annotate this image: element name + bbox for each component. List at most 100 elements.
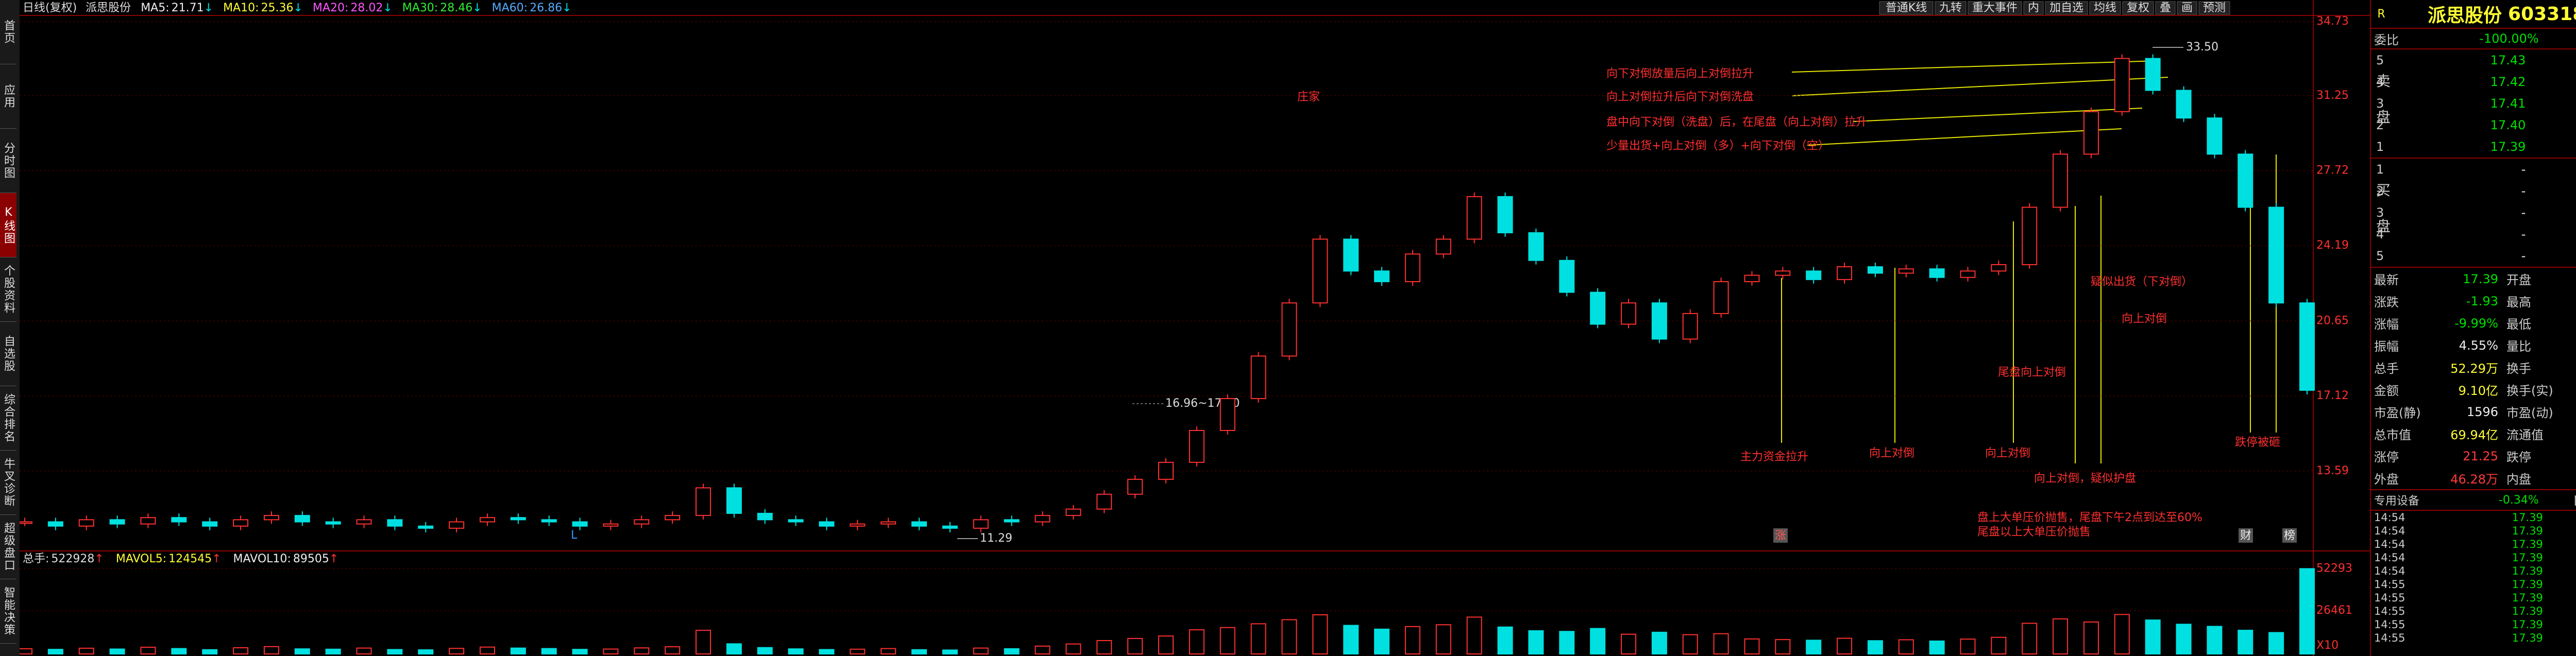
candle: [1497, 196, 1513, 234]
candle: [911, 521, 927, 527]
candle: [1096, 493, 1112, 510]
sidebar-tab[interactable]: 首页: [0, 0, 16, 64]
sidebar-tab[interactable]: 应用: [0, 64, 16, 129]
sidebar-tab[interactable]: 牛叉诊断: [0, 451, 16, 515]
volume-bar: [1219, 627, 1235, 654]
trade-time: 14:55: [2374, 618, 2405, 631]
toolbar-button-bg[interactable]: [2177, 1, 2197, 15]
sidebar-tab[interactable]: 综合排名: [0, 386, 16, 451]
candle: [418, 525, 434, 529]
toolbar-button-bg[interactable]: [2045, 1, 2088, 15]
toolbar-button-bg[interactable]: [1968, 1, 2022, 15]
annotation: 向上对倒: [1985, 447, 2030, 460]
toolbar-button[interactable]: 普通K线: [1886, 2, 1927, 14]
stat-row: 涨跌 -1.93 最高 18.27: [2371, 290, 2576, 312]
trade-price: 17.39: [2512, 592, 2543, 604]
trade-price: 17.39: [2512, 511, 2543, 524]
stat-value: 亏损: [2565, 403, 2576, 421]
y-tick-label: 20.65: [2316, 314, 2349, 327]
toolbar-button-bg[interactable]: [2023, 1, 2044, 15]
candle: [1127, 478, 1143, 495]
volume-header: 总手: 522928↑ MAVOL5: 124545↑ MAVOL10: 89505↑: [23, 553, 338, 565]
level: 1: [2376, 162, 2384, 177]
sidebar-tab[interactable]: 智能决策: [0, 579, 16, 644]
book-label: 盘: [2376, 218, 2391, 235]
toolbar-button[interactable]: 内: [2028, 2, 2039, 14]
candle: [2053, 153, 2069, 208]
candle: [1219, 398, 1235, 431]
sidebar-tab[interactable]: 自选股: [0, 322, 16, 386]
trade-time: 14:55: [2374, 592, 2405, 604]
weibi-diff: -17621: [2544, 31, 2576, 46]
trade-volume: 30: [2548, 632, 2576, 644]
stat-label: 金额: [2374, 384, 2399, 398]
toolbar-button[interactable]: 均线: [2094, 2, 2116, 14]
kline-chart: 日线(复权) 派思股份 MA5: 21.71↓ MA10: 25.36↓ MA20:…: [20, 0, 2370, 656]
toolbar-button-bg[interactable]: [1935, 1, 1967, 15]
sidebar-tab[interactable]: 个股资料: [0, 257, 16, 322]
book-row: 5 17.43 27: [2371, 49, 2576, 71]
toolbar-button[interactable]: 重大事件: [1972, 2, 2018, 14]
annotation: 向下对倒放量后向上对倒拉升: [1606, 67, 1754, 80]
candle: [1867, 266, 1883, 274]
candle: [140, 517, 156, 525]
ma-arrow: ↓: [472, 2, 482, 14]
volume-bar: [1528, 630, 1544, 654]
toolbar-button-bg[interactable]: [2122, 1, 2154, 15]
toolbar-button-bg[interactable]: [2155, 1, 2176, 15]
sidebar-tab[interactable]: K线图: [0, 193, 16, 257]
toolbar-button[interactable]: 九转: [1939, 2, 1962, 14]
candle: [1559, 260, 1575, 293]
toolbar-button[interactable]: 复权: [2127, 2, 2149, 14]
annotation: 尾盘向上对倒: [1998, 366, 2066, 379]
sidebar-tab[interactable]: 分时图: [0, 129, 16, 193]
industry-compare[interactable]: 同行业比较: [2544, 492, 2576, 508]
volume-bar: [541, 648, 557, 655]
y-tick-label: 13.59: [2316, 464, 2349, 477]
candle: [726, 487, 742, 514]
candle: [819, 521, 835, 527]
candle: [449, 521, 465, 529]
stat-value: 9.10亿: [2458, 384, 2498, 398]
candle: [2176, 90, 2192, 119]
annotation: 少量出货+向上对倒（多）+向下对倒（空）: [1606, 140, 1829, 152]
stat-value: 17.39: [2565, 272, 2576, 286]
toolbar-button[interactable]: 叠: [2160, 2, 2171, 14]
y-tick-label: 31.25: [2316, 89, 2349, 102]
volume-bar: [1806, 640, 1822, 655]
trade-price: 17.39: [2512, 618, 2543, 631]
toolbar-button-bg[interactable]: [2089, 1, 2121, 15]
candle: [2145, 58, 2161, 91]
toolbar-button-bg[interactable]: [2198, 1, 2230, 15]
sidebar-tab[interactable]: 超级盘口: [0, 515, 16, 579]
candle: [1065, 508, 1081, 516]
stat-label: 流通值: [2506, 428, 2544, 442]
toolbar-button[interactable]: 加自选: [2049, 2, 2083, 14]
trade-time: 14:55: [2374, 632, 2405, 644]
volume-bar: [109, 648, 125, 654]
ma-arrow: ↓: [204, 2, 213, 14]
candle: [1189, 429, 1205, 463]
mavol-value: 89505: [293, 553, 329, 565]
volume: 612: [2531, 118, 2576, 132]
candle: [1250, 355, 1266, 400]
candle: [603, 523, 619, 527]
trade-volume: 11: [2548, 538, 2576, 550]
toolbar-button[interactable]: 预测: [2203, 2, 2226, 14]
stat-value: 69.94亿: [2565, 425, 2576, 443]
ma-label: MA5:: [141, 2, 169, 14]
volume-arrow: ↑: [329, 553, 338, 565]
volume-bar: [634, 647, 650, 654]
toolbar: 普通K线 九转 重大事件内加自选 均线 复权叠画预测: [1879, 1, 2230, 15]
toolbar-button-bg[interactable]: [1879, 1, 1934, 15]
ma-label: MA10:: [223, 2, 259, 14]
toolbar-button[interactable]: 画: [2181, 2, 2193, 14]
candle: [1528, 232, 1544, 261]
ma-label: MA20:: [313, 2, 348, 14]
stat-label: 市盈(静): [2374, 406, 2421, 420]
